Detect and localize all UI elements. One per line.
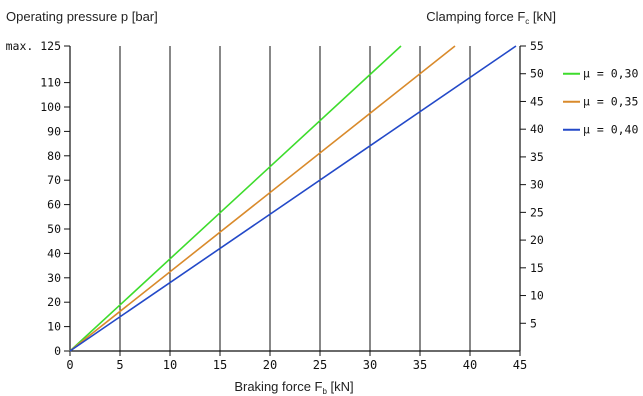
x-tick-label-25: 25 xyxy=(313,358,327,372)
left-tick-label-0: 0 xyxy=(54,344,61,358)
right-axis-label-unit: [kN] xyxy=(529,9,556,24)
left-tick-label-50: 50 xyxy=(47,222,61,236)
x-axis-label: Braking force Fb [kN] xyxy=(234,379,353,396)
left-axis-label: Operating pressure p [bar] xyxy=(6,9,158,24)
left-tick-label-125: max. 125 xyxy=(6,39,61,53)
left-tick-label-110: 110 xyxy=(40,76,61,90)
right-axis-label-main: Clamping force F xyxy=(426,9,525,24)
right-tick-label-55: 55 xyxy=(530,39,544,53)
right-tick-label-10: 10 xyxy=(530,289,544,303)
right-axis-label: Clamping force Fc [kN] xyxy=(426,9,556,26)
series-line-2 xyxy=(69,45,456,352)
x-tick-label-10: 10 xyxy=(163,358,177,372)
x-tick-label-0: 0 xyxy=(66,358,73,372)
x-axis-label-unit: [kN] xyxy=(327,379,354,394)
series-line-1 xyxy=(69,45,402,352)
right-axis-label-subscript: c xyxy=(525,17,529,26)
right-tick-label-15: 15 xyxy=(530,261,544,275)
right-tick-label-35: 35 xyxy=(530,150,544,164)
right-tick-label-40: 40 xyxy=(530,122,544,136)
right-tick-label-20: 20 xyxy=(530,233,544,247)
left-tick-label-40: 40 xyxy=(47,246,61,260)
x-tick-label-35: 35 xyxy=(413,358,427,372)
left-tick-label-10: 10 xyxy=(47,320,61,334)
right-tick-label-50: 50 xyxy=(530,67,544,81)
left-tick-label-60: 60 xyxy=(47,198,61,212)
x-tick-label-40: 40 xyxy=(463,358,477,372)
vertical-gridlines xyxy=(119,46,471,351)
left-tick-label-100: 100 xyxy=(40,100,61,114)
right-tick-label-30: 30 xyxy=(530,178,544,192)
right-tick-label-25: 25 xyxy=(530,205,544,219)
legend-label-3: μ = 0,40 xyxy=(583,123,638,137)
left-tick-label-20: 20 xyxy=(47,295,61,309)
x-tick-label-20: 20 xyxy=(263,358,277,372)
right-tick-label-45: 45 xyxy=(530,94,544,108)
x-axis-label-main: Braking force F xyxy=(234,379,322,394)
x-tick-label-15: 15 xyxy=(213,358,227,372)
left-tick-label-90: 90 xyxy=(47,124,61,138)
legend: μ = 0,30 μ = 0,35 μ = 0,40 xyxy=(563,67,638,137)
x-tick-label-30: 30 xyxy=(363,358,377,372)
x-tick-label-45: 45 xyxy=(513,358,527,372)
left-tick-label-80: 80 xyxy=(47,149,61,163)
right-tick-label-5: 5 xyxy=(530,316,537,330)
left-tick-label-70: 70 xyxy=(47,173,61,187)
x-axis-label-subscript: b xyxy=(322,387,327,396)
left-tick-label-30: 30 xyxy=(47,271,61,285)
x-tick-label-5: 5 xyxy=(116,358,123,372)
legend-label-2: μ = 0,35 xyxy=(583,95,638,109)
series-line-3 xyxy=(69,45,517,352)
legend-label-1: μ = 0,30 xyxy=(583,67,638,81)
series-lines xyxy=(69,45,517,352)
axes xyxy=(64,45,526,356)
